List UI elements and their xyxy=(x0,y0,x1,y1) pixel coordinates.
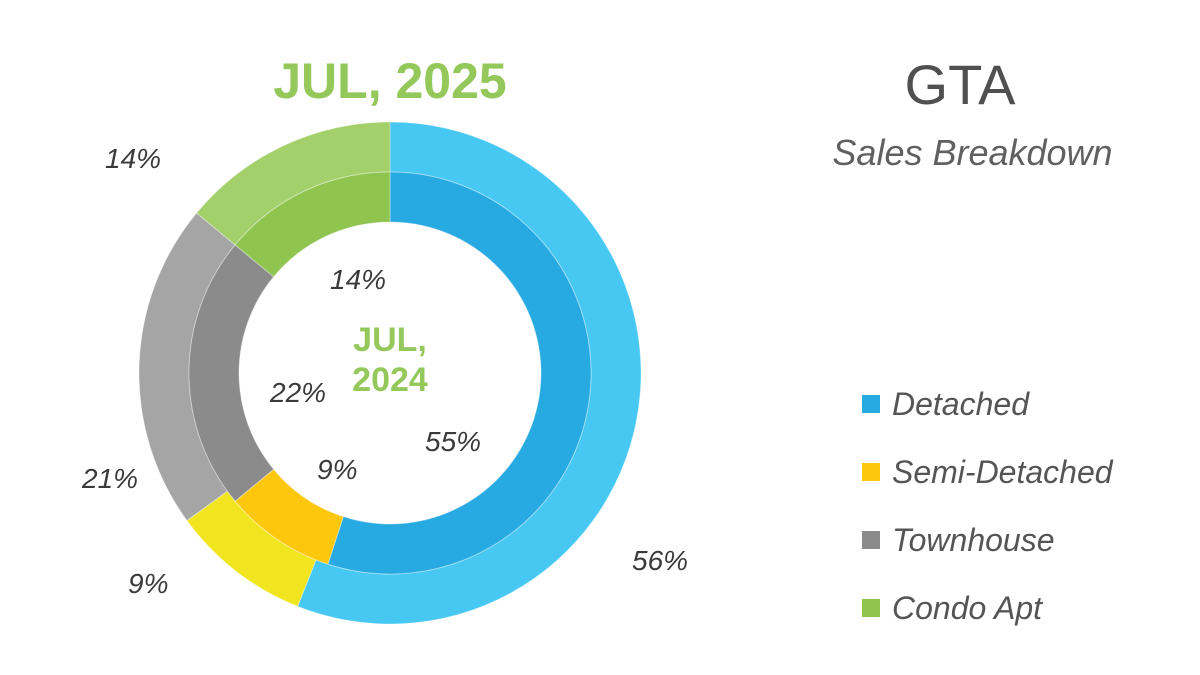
legend-label: Townhouse xyxy=(892,521,1055,558)
inner-label-semi-detached: 9% xyxy=(317,454,358,485)
inner-slice-townhouse xyxy=(188,244,275,502)
inner-ring-year-label: JUL, 2024 xyxy=(330,320,450,400)
legend-label: Detached xyxy=(892,385,1029,422)
inner-label-detached: 55% xyxy=(425,426,482,457)
legend-item-semi-detached: Semi-Detached xyxy=(862,438,1113,506)
inner-year-line1: JUL, xyxy=(353,321,427,359)
inner-year-line2: 2024 xyxy=(352,361,428,399)
legend-item-townhouse: Townhouse xyxy=(862,506,1113,574)
chart-subtitle: Sales Breakdown xyxy=(832,132,1113,173)
legend-item-condo-apt: Condo Apt xyxy=(862,574,1113,642)
legend-swatch xyxy=(862,599,880,617)
legend: Detached Semi-Detached Townhouse Condo A… xyxy=(862,370,1113,642)
outer-label-condo: 14% xyxy=(105,143,162,174)
legend-swatch xyxy=(862,531,880,549)
outer-label-detached: 56% xyxy=(632,545,689,576)
outer-label-semi-detached: 9% xyxy=(128,568,169,599)
legend-swatch xyxy=(862,463,880,481)
inner-label-condo: 14% xyxy=(330,264,387,295)
outer-label-townhouse: 21% xyxy=(82,463,139,494)
chart-title: GTA xyxy=(904,53,1016,116)
legend-label: Semi-Detached xyxy=(892,453,1113,490)
outer-ring-year-label: JUL, 2025 xyxy=(273,53,507,109)
inner-label-townhouse: 22% xyxy=(270,377,327,408)
inner-slice-condo-apt xyxy=(234,171,391,278)
legend-item-detached: Detached xyxy=(862,370,1113,438)
legend-label: Condo Apt xyxy=(892,589,1043,626)
legend-swatch xyxy=(862,395,880,413)
inner-slice-detached xyxy=(327,171,592,575)
